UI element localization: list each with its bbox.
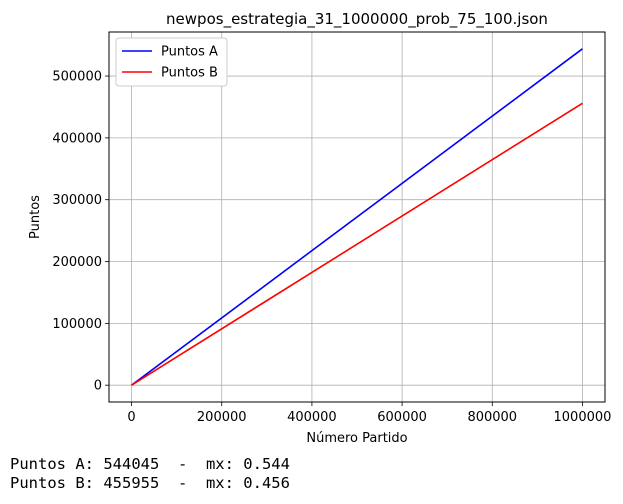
y-tick-label: 400000 (52, 131, 102, 146)
y-tick-label: 200000 (52, 255, 102, 270)
x-tick-label: 800000 (467, 410, 517, 425)
series-line-puntos-b (131, 102, 583, 386)
y-axis-ticks: 0 100000 200000 300000 400000 500000 (52, 70, 109, 394)
stats-block: Puntos A: 544045 - mx: 0.544 Puntos B: 45… (10, 455, 290, 493)
y-tick-label: 500000 (52, 70, 102, 85)
legend-box (115, 37, 228, 87)
y-tick-label: 100000 (52, 317, 102, 332)
series-lines (131, 48, 583, 386)
line-chart: 0 200000 400000 600000 800000 1000000 0 100000… (28, 10, 611, 446)
legend: Puntos A Puntos B (115, 37, 228, 87)
x-axis-ticks: 0 200000 400000 600000 800000 1000000 (127, 402, 611, 425)
chart-title: newpos_estrategia_31_1000000_prob_75_100… (166, 10, 548, 29)
x-tick-label: 400000 (287, 410, 337, 425)
x-tick-label: 200000 (197, 410, 247, 425)
plot-frame (108, 31, 606, 403)
legend-label-puntos-a: Puntos A (161, 45, 218, 60)
y-tick-label: 300000 (52, 193, 102, 208)
y-axis-label: Puntos (28, 195, 43, 239)
stats-line-puntos-b: Puntos B: 455955 - mx: 0.456 (10, 474, 290, 492)
y-tick-label: 0 (94, 379, 102, 394)
x-tick-label: 0 (127, 410, 135, 425)
legend-label-puntos-b: Puntos B (161, 66, 218, 81)
stats-line-puntos-a: Puntos A: 544045 - mx: 0.544 (10, 455, 290, 473)
x-axis-label: Número Partido (306, 431, 407, 446)
x-tick-label: 1000000 (554, 410, 612, 425)
x-tick-label: 600000 (377, 410, 427, 425)
series-line-puntos-a (131, 48, 583, 386)
